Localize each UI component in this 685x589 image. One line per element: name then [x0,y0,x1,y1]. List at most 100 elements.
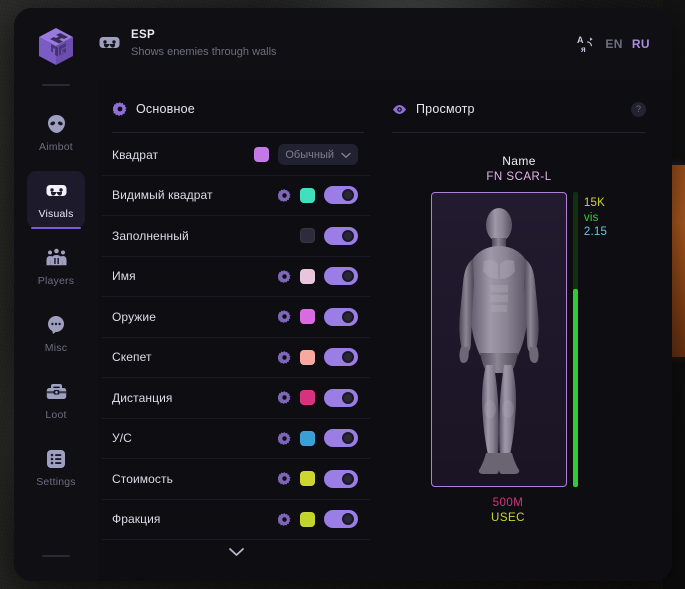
module-header: ESP Shows enemies through walls [98,8,277,60]
alien-icon [46,113,67,134]
settings-row-controls [278,267,358,286]
esp-player-name: Name [502,154,536,168]
sidebar-divider-top [42,84,70,86]
settings-row-controls [278,469,358,488]
color-swatch[interactable] [254,147,270,163]
color-swatch[interactable] [300,309,315,325]
language-option-ru[interactable]: RU [631,37,650,51]
chevron-down-icon [341,146,351,164]
eye-icon [392,102,407,117]
sidebar-item-settings[interactable]: Settings [27,439,85,496]
esp-stat-line: 2.15 [583,226,608,238]
gear-placeholder [278,229,291,242]
sidebar-item-players[interactable]: Players [27,238,85,295]
settings-row-label: Скепет [112,350,152,365]
sg-cube-logo[interactable] [33,24,79,70]
vr-goggles-icon [46,180,67,201]
help-button[interactable]: ? [631,101,646,117]
sidebar-item-visuals[interactable]: Visuals [27,171,85,229]
preview-panel: Просмотр ? Name FN SCAR-L [382,96,652,581]
people-icon [46,247,67,268]
feature-toggle[interactable] [324,186,358,205]
translate-icon[interactable]: A я [576,34,596,54]
settings-row: Стоимость [102,459,370,500]
gear-icon[interactable] [278,350,291,364]
gear-icon[interactable] [278,391,291,405]
settings-row: Скепет [102,338,370,378]
feature-toggle[interactable] [324,469,358,488]
settings-row-controls: Обычный [254,144,358,166]
sidebar-label-aimbot: Aimbot [39,141,73,153]
esp-health-bar-fill [572,289,578,487]
sidebar-item-loot[interactable]: Loot [27,372,85,429]
gear-icon [112,102,127,117]
toggle-knob [342,229,354,242]
settings-rows: Квадрат Обычный Видимый квадрат Заполненный… [102,135,370,540]
feature-toggle[interactable] [324,348,358,367]
gear-icon[interactable] [278,431,291,445]
color-swatch[interactable] [300,430,315,446]
feature-toggle[interactable] [324,510,358,529]
feature-toggle[interactable] [324,388,358,407]
settings-row: Оружие [102,297,370,338]
svg-text:A: A [577,35,584,45]
module-subtitle: Shows enemies through walls [131,46,277,58]
esp-health-bar [572,192,578,487]
sidebar-label-players: Players [37,275,75,287]
color-swatch[interactable] [300,268,315,284]
feature-toggle[interactable] [324,429,358,448]
color-swatch[interactable] [300,349,315,365]
color-swatch[interactable] [300,511,315,527]
settings-row-label: Квадрат [112,147,159,162]
settings-panel: Основное Квадрат Обычный Видимый квадрат За… [102,96,370,581]
sidebar-item-misc[interactable]: Misc [27,305,85,362]
settings-row: Имя [102,257,370,297]
gear-icon[interactable] [278,188,291,202]
feature-toggle[interactable] [324,307,358,326]
language-switcher: A я EN RU [554,8,672,80]
logo-zone [14,8,98,70]
sidebar-item-aimbot[interactable]: Aimbot [27,104,85,161]
feature-toggle[interactable] [324,226,358,245]
toggle-knob [342,270,354,283]
sidebar-divider-bottom [42,555,70,557]
settings-row: Квадрат Обычный [102,135,370,176]
gear-icon[interactable] [278,269,291,283]
scroll-down-chevron-icon[interactable] [102,540,370,564]
toggle-knob [342,310,354,323]
esp-preview: Name FN SCAR-L [382,133,652,526]
style-dropdown[interactable]: Обычный [278,144,358,166]
esp-weapon-name: FN SCAR-L [486,171,552,183]
settings-panel-title: Основное [136,102,195,116]
language-option-en[interactable]: EN [605,37,623,51]
toggle-knob [342,391,354,404]
settings-row-controls [278,226,358,245]
color-swatch[interactable] [300,471,315,487]
color-swatch[interactable] [300,187,315,203]
esp-stat-line: vis [583,211,599,224]
color-swatch[interactable] [300,390,315,406]
toggle-knob [342,513,354,526]
gear-icon[interactable] [278,472,291,486]
settings-row-controls [278,186,358,205]
svg-text:я: я [581,45,586,54]
sidebar-label-visuals: Visuals [38,208,74,220]
preview-panel-title: Просмотр [416,102,475,116]
top-bar: ESP Shows enemies through walls A я EN R… [14,8,672,80]
preview-panel-header: Просмотр ? [382,96,652,122]
settings-row-label: Дистанция [112,390,173,405]
esp-stage: 15K vis 2.15 [430,192,608,487]
panels-area: Основное Квадрат Обычный Видимый квадрат За… [98,80,672,581]
settings-row-controls [278,388,358,407]
gear-icon[interactable] [278,512,291,526]
esp-stat-line: 15K [583,197,605,209]
sidebar: Aimbot Visuals [14,80,98,581]
gear-icon[interactable] [278,310,291,324]
style-dropdown-value: Обычный [285,148,334,161]
settings-panel-header: Основное [102,96,370,122]
feature-toggle[interactable] [324,267,358,286]
color-swatch[interactable] [300,228,315,244]
settings-row-label: Видимый квадрат [112,188,213,203]
settings-row: Фракция [102,500,370,540]
sidebar-label-settings: Settings [36,476,76,488]
